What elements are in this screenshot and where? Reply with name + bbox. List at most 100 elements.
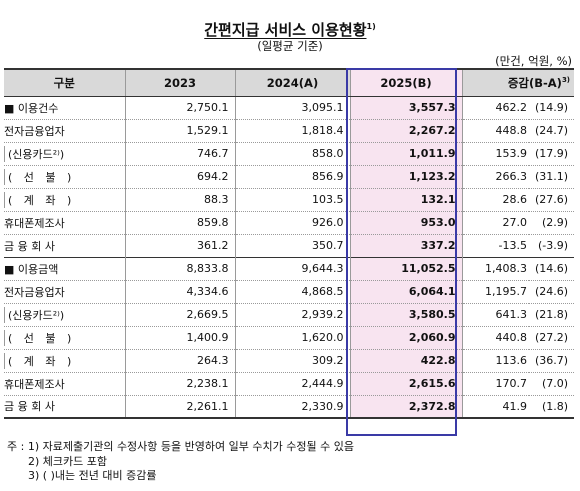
cell-2024: 350.7 (235, 234, 351, 258)
row-label: 전자금융업자 (4, 119, 126, 143)
payment-service-table: 구분 2023 2024(A) 2025(B) 증감(B-A)3) ■ 이용건수… (4, 68, 575, 419)
cell-diff: 113.6 (462, 349, 529, 373)
cell-2024: 858.0 (235, 142, 351, 166)
cell-2023: 859.8 (125, 211, 236, 235)
row-label: 휴대폰제조사 (4, 372, 126, 396)
row-label-text: ( 선 불 ) (4, 168, 75, 185)
header-change-footnote: 3) (561, 75, 571, 84)
cell-diff: 1,408.3 (462, 256, 529, 281)
table-row: ( 선 불 ) 694.2 856.9 1,123.2 266.3 (31.1) (4, 165, 575, 189)
row-label: ■ 이용건수 (4, 95, 126, 120)
cell-2023: 8,833.8 (125, 256, 236, 281)
cell-diff: -13.5 (462, 234, 529, 258)
cell-pct: (27.2) (529, 326, 575, 350)
header-2025: 2025(B) (350, 68, 463, 97)
table-row: (신용카드²⁾) 746.7 858.0 1,011.9 153.9 (17.9… (4, 142, 575, 166)
header-change: 증감(B-A)3) (462, 68, 575, 97)
cell-pct: (17.9) (529, 142, 575, 166)
cell-2023: 1,400.9 (125, 326, 236, 350)
cell-2024: 2,939.2 (235, 303, 351, 327)
row-label: ( 계 좌 ) (4, 188, 126, 212)
cell-2025: 3,557.3 (350, 95, 463, 120)
title-footnote-mark: 1) (366, 22, 376, 31)
row-label-text: ( 계 좌 ) (4, 352, 75, 369)
cell-2024: 9,644.3 (235, 256, 351, 281)
row-label-text: ( 계 좌 ) (4, 191, 75, 208)
cell-2024: 1,620.0 (235, 326, 351, 350)
table-row: 금 융 회 사 2,261.1 2,330.9 2,372.8 41.9 (1.… (4, 395, 575, 419)
cell-diff: 440.8 (462, 326, 529, 350)
cell-diff: 28.6 (462, 188, 529, 212)
cell-2024: 2,330.9 (235, 395, 351, 419)
unit-label: (만건, 억원, %) (495, 54, 572, 68)
cell-diff: 170.7 (462, 372, 529, 396)
table-row: 휴대폰제조사 2,238.1 2,444.9 2,615.6 170.7 (7.… (4, 372, 575, 396)
cell-pct: (24.6) (529, 280, 575, 304)
cell-2024: 926.0 (235, 211, 351, 235)
cell-2025: 3,580.5 (350, 303, 463, 327)
cell-2023: 361.2 (125, 234, 236, 258)
cell-diff: 266.3 (462, 165, 529, 189)
table-row: 금 융 회 사 361.2 350.7 337.2 -13.5 (-3.9) (4, 234, 575, 258)
cell-2025: 11,052.5 (350, 256, 463, 281)
cell-diff: 448.8 (462, 119, 529, 143)
row-label: ( 계 좌 ) (4, 349, 126, 373)
title-text: 간편지급 서비스 이용현황 (204, 21, 367, 39)
table-row: 휴대폰제조사 859.8 926.0 953.0 27.0 (2.9) (4, 211, 575, 235)
table-row: 전자금융업자 4,334.6 4,868.5 6,064.1 1,195.7 (… (4, 280, 575, 304)
row-label-text: ( 선 불 ) (4, 329, 75, 346)
cell-2023: 746.7 (125, 142, 236, 166)
header-2024: 2024(A) (235, 68, 351, 97)
row-label: 금 융 회 사 (4, 395, 126, 419)
cell-2023: 2,750.1 (125, 95, 236, 120)
cell-2025: 2,615.6 (350, 372, 463, 396)
cell-2023: 88.3 (125, 188, 236, 212)
row-label: (신용카드²⁾) (4, 303, 126, 327)
cell-2023: 4,334.6 (125, 280, 236, 304)
cell-2023: 2,261.1 (125, 395, 236, 419)
row-label: ■ 이용금액 (4, 256, 126, 281)
cell-diff: 641.3 (462, 303, 529, 327)
cell-2023: 1,529.1 (125, 119, 236, 143)
row-label: 금 융 회 사 (4, 234, 126, 258)
cell-2023: 264.3 (125, 349, 236, 373)
cell-2025: 1,123.2 (350, 165, 463, 189)
table-row: ■ 이용건수 2,750.1 3,095.1 3,557.3 462.2 (14… (4, 95, 575, 120)
cell-2025: 2,060.9 (350, 326, 463, 350)
table-row: ( 계 좌 ) 264.3 309.2 422.8 113.6 (36.7) (4, 349, 575, 373)
cell-diff: 153.9 (462, 142, 529, 166)
cell-2024: 3,095.1 (235, 95, 351, 120)
cell-2023: 2,238.1 (125, 372, 236, 396)
cell-pct: (27.6) (529, 188, 575, 212)
cell-pct: (14.9) (529, 95, 575, 120)
cell-pct: (1.8) (529, 395, 575, 419)
footnote-2: 2) 체크카드 포함 (28, 454, 108, 468)
footnotes: 주 : 1) 자료제출기관의 수정사항 등을 반영하여 일부 수치가 수정될 수… (7, 440, 354, 484)
cell-2025: 1,011.9 (350, 142, 463, 166)
cell-pct: (7.0) (529, 372, 575, 396)
cell-2025: 2,372.8 (350, 395, 463, 419)
cell-diff: 27.0 (462, 211, 529, 235)
row-label: ( 선 불 ) (4, 326, 126, 350)
row-label: 전자금융업자 (4, 280, 126, 304)
cell-2025: 953.0 (350, 211, 463, 235)
cell-pct: (36.7) (529, 349, 575, 373)
table-row: (신용카드²⁾) 2,669.5 2,939.2 3,580.5 641.3 (… (4, 303, 575, 327)
table-row: 전자금융업자 1,529.1 1,818.4 2,267.2 448.8 (24… (4, 119, 575, 143)
row-label-text: (신용카드²⁾) (4, 306, 64, 323)
table-row: ( 선 불 ) 1,400.9 1,620.0 2,060.9 440.8 (2… (4, 326, 575, 350)
cell-2024: 1,818.4 (235, 119, 351, 143)
cell-pct: (24.7) (529, 119, 575, 143)
cell-pct: (2.9) (529, 211, 575, 235)
row-label: 휴대폰제조사 (4, 211, 126, 235)
table-row: ■ 이용금액 8,833.8 9,644.3 11,052.5 1,408.3 … (4, 256, 575, 281)
cell-pct: (31.1) (529, 165, 575, 189)
footnote-1: 주 : 1) 자료제출기관의 수정사항 등을 반영하여 일부 수치가 수정될 수… (7, 440, 354, 453)
cell-2024: 856.9 (235, 165, 351, 189)
table-row: ( 계 좌 ) 88.3 103.5 132.1 28.6 (27.6) (4, 188, 575, 212)
cell-pct: (14.6) (529, 256, 575, 281)
table-subtitle: (일평균 기준) (257, 39, 323, 53)
cell-2023: 694.2 (125, 165, 236, 189)
footnote-3: 3) ( )내는 전년 대비 증감률 (28, 469, 157, 483)
cell-diff: 41.9 (462, 395, 529, 419)
